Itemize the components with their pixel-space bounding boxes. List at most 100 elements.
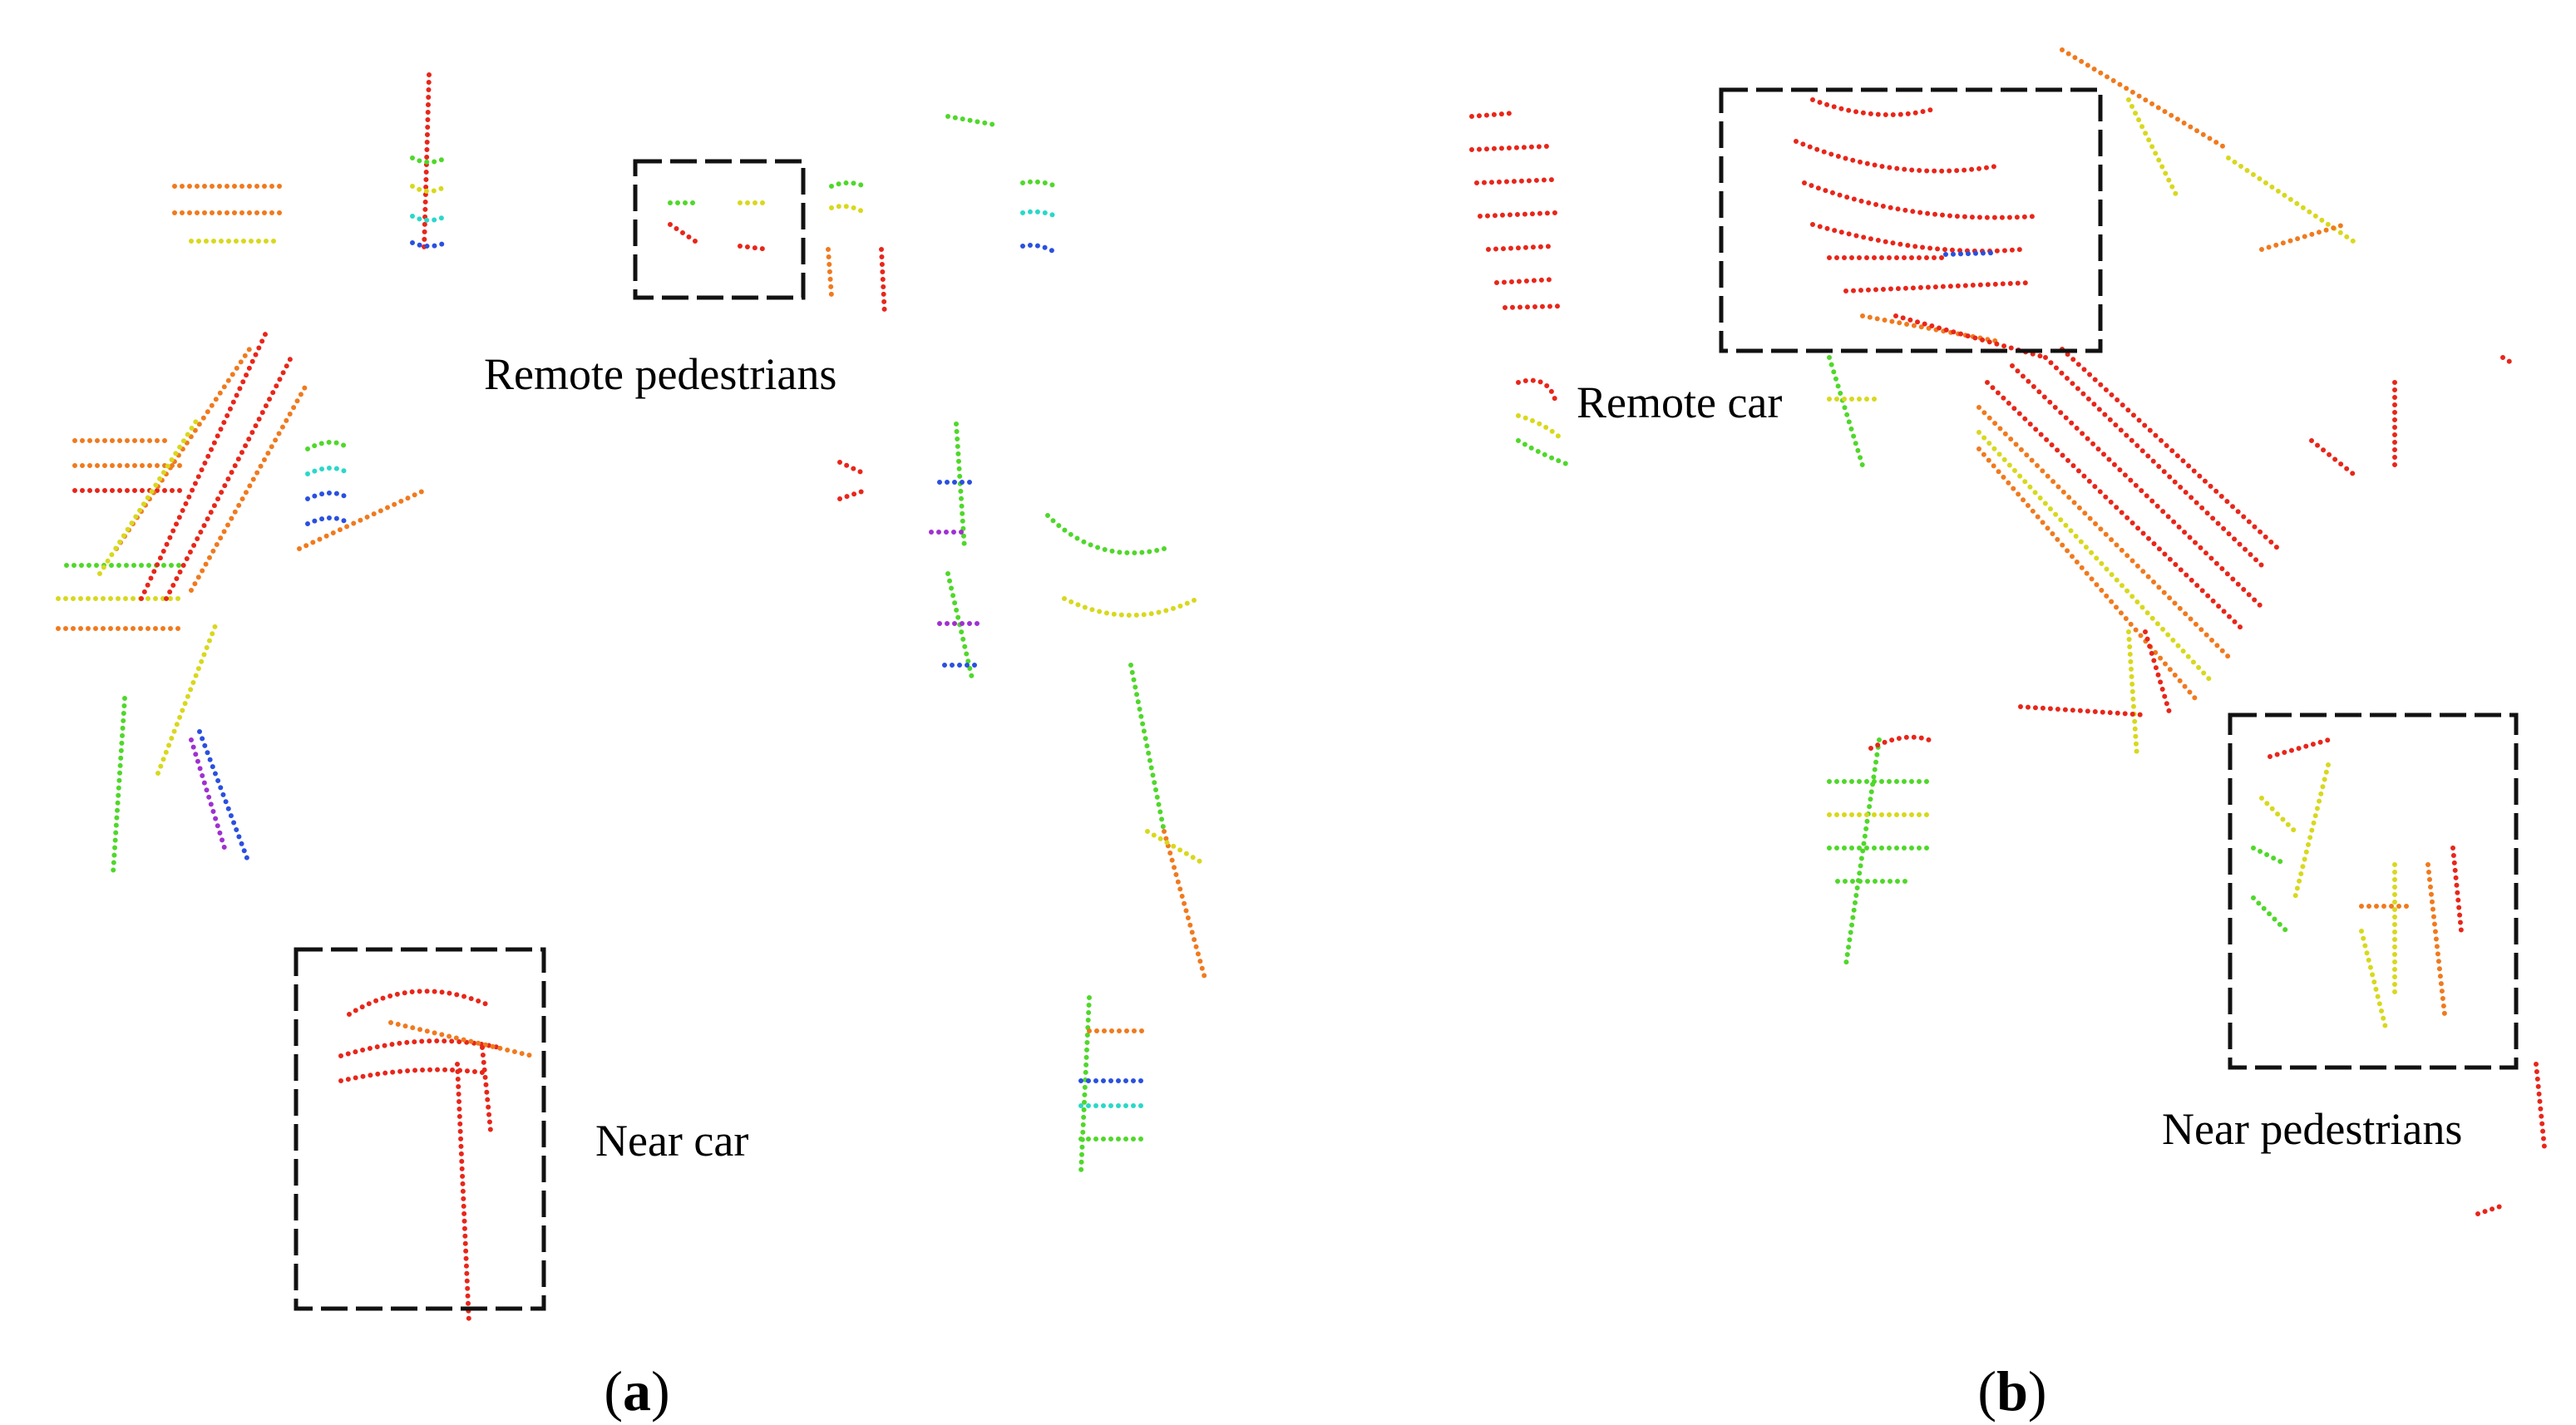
point-stroke [1802, 180, 2040, 220]
point-stroke [1868, 734, 1932, 751]
point-stroke [954, 422, 967, 551]
point-stroke [2425, 862, 2447, 1017]
point-stroke [1843, 737, 1882, 967]
point-stroke [1976, 405, 2231, 659]
point-stroke [2450, 846, 2464, 934]
point-stroke [114, 347, 252, 551]
point-stroke [1503, 303, 1566, 310]
highlight-box [1719, 87, 2103, 353]
point-stroke [2500, 355, 2514, 365]
point-clouds [56, 47, 2547, 1324]
paren: ) [2028, 1359, 2047, 1423]
point-stroke [2475, 1203, 2505, 1216]
point-stroke [410, 184, 448, 194]
point-stroke [1478, 210, 1557, 219]
highlight-box [294, 947, 546, 1311]
point-stroke [1469, 144, 1549, 152]
point-stroke [1062, 596, 1200, 618]
point-stroke [1020, 209, 1059, 219]
point-stroke [1045, 513, 1167, 555]
panel-label: (a) [604, 1359, 669, 1423]
point-stroke [2259, 796, 2297, 834]
point-stroke [155, 621, 219, 776]
point-stroke [410, 240, 448, 249]
point-stroke [2268, 737, 2331, 759]
point-stroke [305, 466, 352, 476]
point-stroke [1827, 355, 1865, 468]
point-stroke [1810, 222, 2023, 254]
point-stroke [2292, 762, 2331, 900]
point-stroke [1486, 244, 1557, 252]
point-stroke [189, 737, 227, 851]
point-stroke [1985, 380, 2248, 634]
point-stroke [305, 491, 352, 501]
point-stroke [164, 355, 294, 601]
point-stroke [2043, 355, 2264, 568]
point-stroke [455, 1062, 471, 1324]
point-stroke [1943, 250, 1998, 257]
point-stroke [837, 460, 867, 476]
panel-letter: b [1996, 1359, 2028, 1423]
point-stroke [2359, 929, 2389, 1033]
point-stroke [97, 413, 202, 576]
point-stroke [1516, 377, 1557, 402]
highlight-box [2228, 712, 2519, 1070]
point-stroke [111, 696, 127, 875]
point-stroke [1020, 179, 1059, 189]
panel-letter: a [623, 1359, 651, 1423]
point-stroke [1494, 277, 1557, 285]
point-stroke [2010, 363, 2264, 609]
point-stroke [1078, 995, 1092, 1175]
point-stroke [189, 380, 310, 593]
point-stroke [829, 180, 867, 189]
point-stroke [1976, 446, 2198, 701]
annotation: Near pedestrians [2162, 1104, 2462, 1154]
figure-content: Remote pedestrians Near car Remote car N… [56, 47, 2547, 1423]
point-stroke [829, 204, 867, 215]
point-stroke [738, 244, 771, 252]
point-stroke [668, 222, 698, 244]
point-stroke [1162, 829, 1208, 984]
paren: ) [651, 1359, 670, 1423]
point-stroke [2143, 629, 2173, 717]
point-stroke [305, 440, 352, 451]
point-stroke [826, 247, 834, 298]
point-stroke [2060, 47, 2231, 152]
point-stroke [879, 247, 887, 318]
annotation: Near car [595, 1116, 748, 1166]
point-stroke [2259, 222, 2347, 252]
point-stroke [1516, 413, 1566, 443]
point-stroke [1843, 280, 2031, 293]
paren: ( [1977, 1359, 1996, 1423]
point-stroke [480, 1045, 493, 1133]
point-stroke [338, 1067, 485, 1083]
point-stroke [1794, 139, 1998, 174]
point-stroke [410, 155, 448, 165]
point-stroke [1810, 97, 1940, 117]
point-stroke [1020, 243, 1059, 255]
point-stroke [139, 330, 269, 601]
point-stroke [1976, 430, 2214, 684]
highlight-box [633, 159, 806, 300]
point-stroke [338, 1038, 501, 1058]
point-stroke [2060, 347, 2281, 551]
point-stroke [837, 488, 867, 501]
point-stroke [2251, 895, 2289, 934]
point-stroke [1474, 177, 1557, 185]
point-stroke [297, 488, 427, 551]
point-stroke [2018, 704, 2148, 717]
point-stroke [2126, 629, 2139, 759]
point-stroke [2534, 1062, 2547, 1150]
panel-label: (b) [1977, 1359, 2046, 1423]
point-stroke [1145, 829, 1208, 867]
point-stroke [2251, 846, 2289, 867]
point-stroke [410, 214, 448, 223]
annotation: Remote pedestrians [484, 349, 836, 399]
point-stroke [945, 114, 997, 127]
point-stroke [1516, 438, 1574, 468]
point-stroke [347, 989, 493, 1017]
annotation: Remote car [1577, 377, 1782, 427]
point-stroke [305, 515, 352, 526]
point-stroke [1128, 663, 1167, 834]
